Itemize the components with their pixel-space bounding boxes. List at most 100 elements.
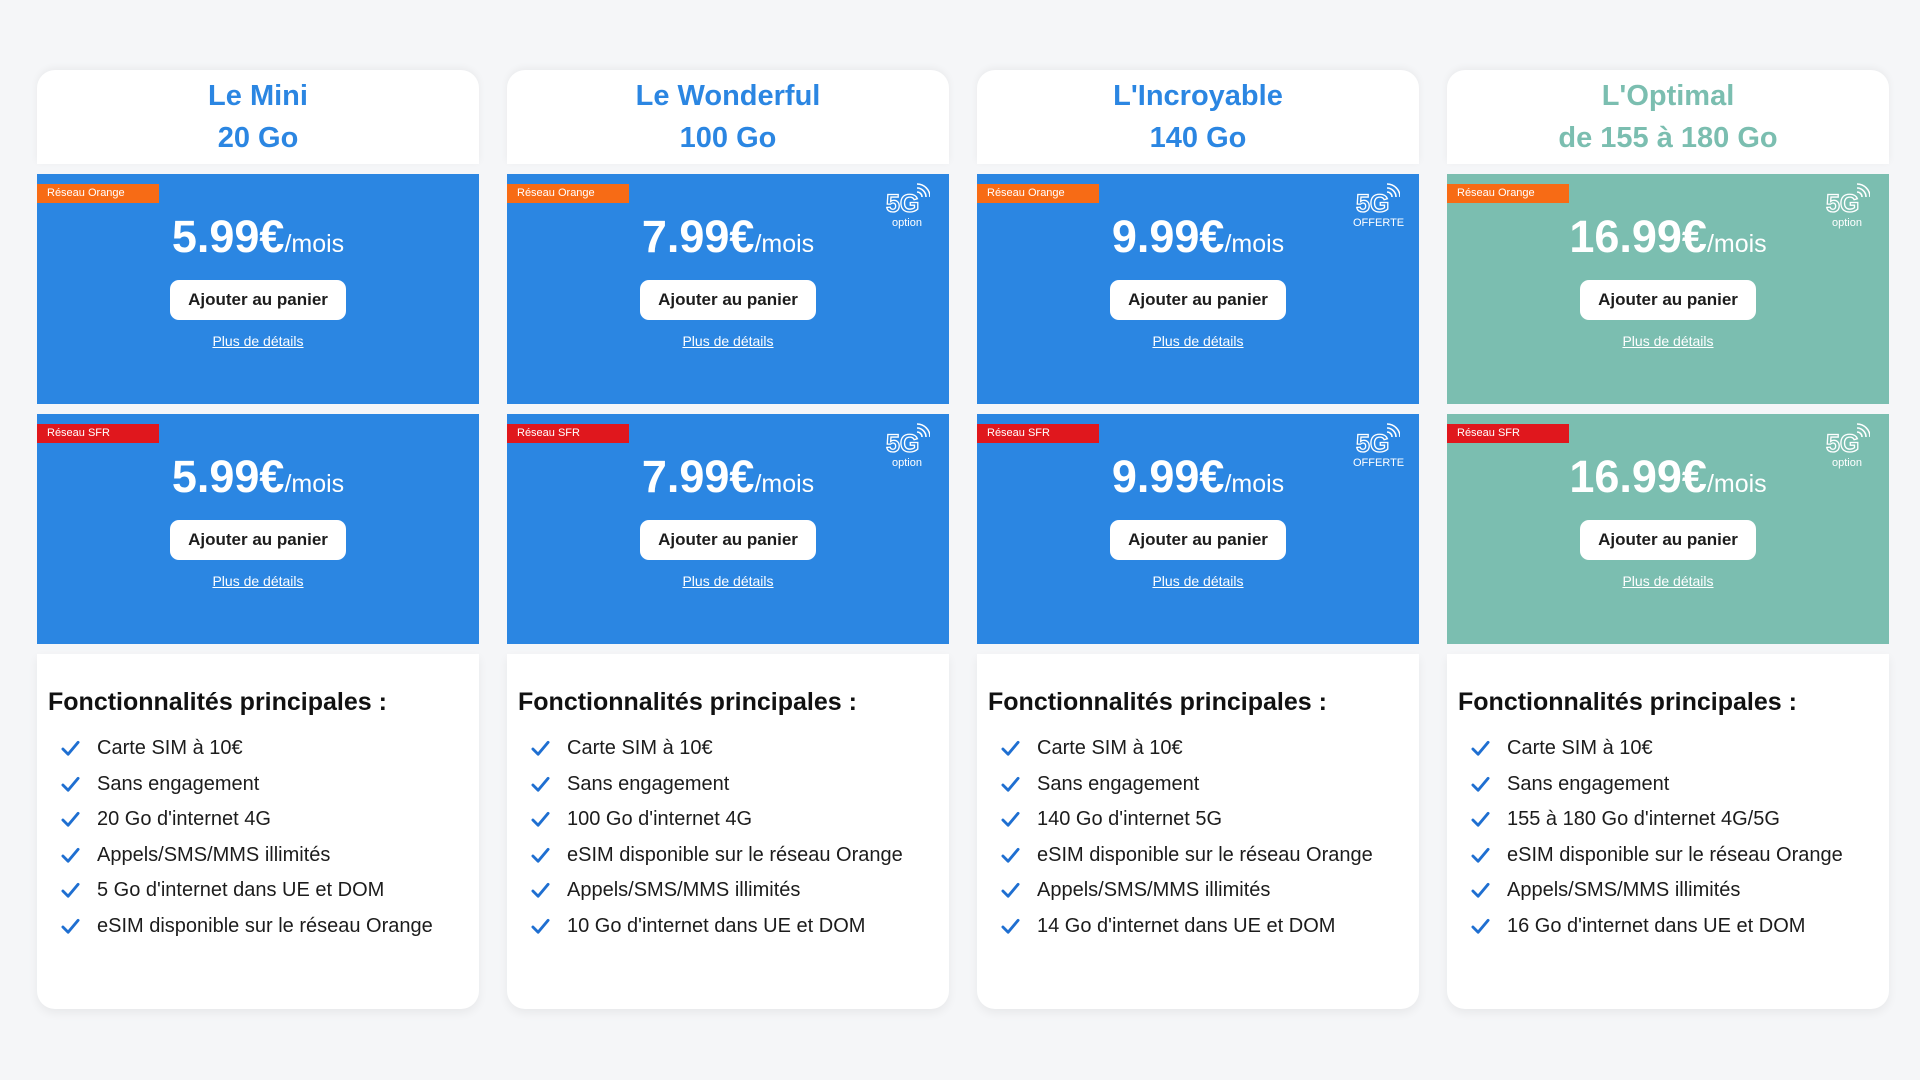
plan-name: L'Optimal (1601, 80, 1735, 112)
feature-item: 100 Go d'internet 4G (518, 802, 938, 838)
details-link[interactable]: Plus de détails (682, 333, 774, 349)
add-to-cart-button[interactable]: Ajouter au panier (170, 280, 346, 320)
feature-text: 20 Go d'internet 4G (97, 808, 271, 831)
price-unit: /mois (1224, 470, 1285, 498)
price: 5.99€/mois (37, 212, 479, 273)
network-badge: Réseau Orange (977, 184, 1099, 203)
details-link[interactable]: Plus de détails (682, 573, 774, 589)
price: 7.99€/mois (507, 452, 949, 513)
add-to-cart-button[interactable]: Ajouter au panier (1580, 280, 1756, 320)
add-to-cart-button[interactable]: Ajouter au panier (170, 520, 346, 560)
check-icon (531, 776, 550, 792)
plan-card: L'Optimal de 155 à 180 Go Réseau Orange 5G o… (1447, 70, 1889, 1009)
plan-name: Le Wonderful (635, 80, 821, 112)
offer-panel: Réseau SFR 5.99€/mois Ajouter au panier Plu… (37, 414, 479, 644)
feature-list: Carte SIM à 10€ Sans engagement 140 Go d'i… (988, 731, 1408, 944)
feature-item: Carte SIM à 10€ (1458, 731, 1878, 767)
price: 9.99€/mois (977, 452, 1419, 513)
offer-panel: Réseau SFR 5G option 7.99€/mois Ajouter au p… (507, 414, 949, 644)
price: 16.99€/mois (1447, 212, 1889, 273)
5g-label: option (892, 457, 922, 469)
add-to-cart-button[interactable]: Ajouter au panier (640, 520, 816, 560)
spacer (507, 164, 949, 174)
offer-panel: Réseau Orange 5G option 7.99€/mois Ajouter a… (507, 174, 949, 404)
feature-item: 20 Go d'internet 4G (48, 802, 468, 838)
feature-item: Carte SIM à 10€ (518, 731, 938, 767)
network-badge: Réseau Orange (1447, 184, 1569, 203)
price-unit: /mois (1224, 230, 1285, 258)
price: 5.99€/mois (37, 452, 479, 513)
price: 7.99€/mois (507, 212, 949, 273)
check-icon (61, 776, 80, 792)
plan-header: Le Wonderful 100 Go (507, 70, 949, 164)
feature-text: 140 Go d'internet 5G (1037, 808, 1223, 831)
plan-name: Le Mini (208, 80, 308, 112)
price: 16.99€/mois (1447, 452, 1889, 513)
feature-text: 155 à 180 Go d'internet 4G/5G (1507, 808, 1780, 831)
network-badge: Réseau SFR (507, 424, 629, 443)
feature-item: eSIM disponible sur le réseau Orange (988, 838, 1408, 874)
feature-text: Appels/SMS/MMS illimités (567, 879, 801, 902)
feature-item: Appels/SMS/MMS illimités (1458, 873, 1878, 909)
plan-card: L'Incroyable 140 Go Réseau Orange 5G OFFERTE… (977, 70, 1419, 1009)
details-link[interactable]: Plus de détails (1152, 573, 1244, 589)
feature-list: Carte SIM à 10€ Sans engagement 155 à 180 … (1458, 731, 1878, 944)
5g-label: option (892, 217, 922, 229)
feature-item: 140 Go d'internet 5G (988, 802, 1408, 838)
plan-header: Le Mini 20 Go (37, 70, 479, 164)
feature-text: Appels/SMS/MMS illimités (97, 843, 331, 866)
price-amount: 16.99€ (1569, 211, 1707, 262)
price-amount: 9.99€ (1111, 451, 1225, 502)
network-badge: Réseau SFR (37, 424, 159, 443)
feature-item: Appels/SMS/MMS illimités (988, 873, 1408, 909)
add-to-cart-button[interactable]: Ajouter au panier (1110, 520, 1286, 560)
check-icon (1471, 918, 1490, 934)
feature-text: eSIM disponible sur le réseau Orange (567, 843, 903, 866)
check-icon (531, 918, 550, 934)
feature-text: Appels/SMS/MMS illimités (1037, 879, 1271, 902)
price-amount: 16.99€ (1569, 451, 1707, 502)
price-unit: /mois (754, 230, 815, 258)
details-link[interactable]: Plus de détails (1622, 333, 1714, 349)
details-link[interactable]: Plus de détails (212, 333, 304, 349)
feature-item: eSIM disponible sur le réseau Orange (518, 838, 938, 874)
feature-text: eSIM disponible sur le réseau Orange (1507, 843, 1843, 866)
plan-data-volume: 20 Go (217, 122, 299, 154)
features-panel: Fonctionnalités principales : Carte SIM à… (507, 654, 949, 1009)
features-title: Fonctionnalités principales : (518, 688, 857, 716)
svg-text:5G: 5G (1356, 430, 1389, 456)
features-title: Fonctionnalités principales : (1458, 688, 1797, 716)
details-link[interactable]: Plus de détails (1622, 573, 1714, 589)
plans-grid: Le Mini 20 Go Réseau Orange 5.99€/mois Ajout… (37, 70, 1889, 1009)
price-unit: /mois (754, 470, 815, 498)
add-to-cart-button[interactable]: Ajouter au panier (1580, 520, 1756, 560)
add-to-cart-button[interactable]: Ajouter au panier (640, 280, 816, 320)
add-to-cart-button[interactable]: Ajouter au panier (1110, 280, 1286, 320)
feature-item: Carte SIM à 10€ (988, 731, 1408, 767)
feature-item: 14 Go d'internet dans UE et DOM (988, 909, 1408, 945)
details-link[interactable]: Plus de détails (1152, 333, 1244, 349)
features-panel: Fonctionnalités principales : Carte SIM à… (1447, 654, 1889, 1009)
details-link[interactable]: Plus de détails (212, 573, 304, 589)
check-icon (531, 812, 550, 827)
spacer (37, 164, 479, 174)
feature-item: Appels/SMS/MMS illimités (518, 873, 938, 909)
plan-card: Le Mini 20 Go Réseau Orange 5.99€/mois Ajout… (37, 70, 479, 1009)
price-unit: /mois (1706, 230, 1767, 258)
check-icon (61, 918, 80, 934)
check-icon (1001, 918, 1020, 934)
feature-text: Carte SIM à 10€ (567, 737, 713, 760)
svg-text:5G: 5G (1826, 430, 1859, 456)
price-amount: 9.99€ (1111, 211, 1225, 262)
5g-icon: 5G (1825, 423, 1870, 456)
check-icon (1001, 741, 1020, 756)
offer-panel: Réseau Orange 5G OFFERTE 9.99€/mois Ajouter … (977, 174, 1419, 404)
5g-tag: 5G option (883, 422, 931, 469)
check-icon (531, 847, 550, 863)
features-title: Fonctionnalités principales : (988, 688, 1327, 716)
plan-header: L'Optimal de 155 à 180 Go (1447, 70, 1889, 164)
check-icon (1001, 812, 1020, 827)
feature-item: 5 Go d'internet dans UE et DOM (48, 873, 468, 909)
5g-icon: 5G (1355, 423, 1400, 456)
svg-text:5G: 5G (1356, 190, 1389, 216)
